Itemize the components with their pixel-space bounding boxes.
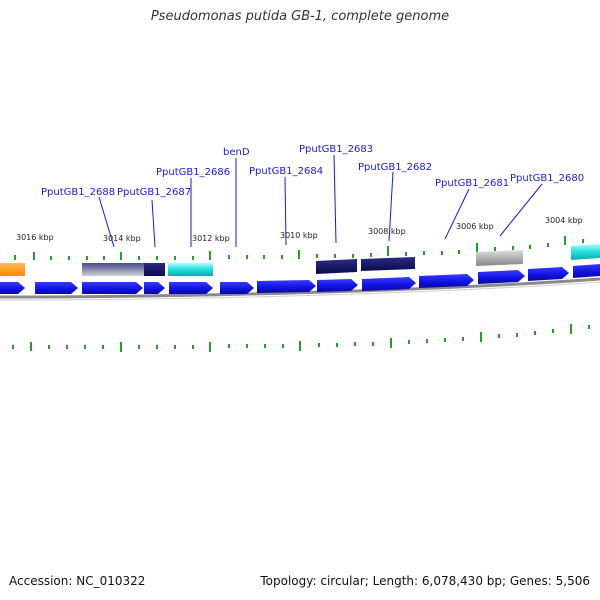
cds-arrow[interactable] xyxy=(528,267,569,281)
scale-label: 3012 kbp xyxy=(192,234,230,243)
scale-label: 3004 kbp xyxy=(545,216,583,225)
gene-feature[interactable] xyxy=(316,259,357,274)
gene-label-pputgb1-2680[interactable]: PputGB1_2680 xyxy=(510,173,584,184)
gene-label-bend[interactable]: benD xyxy=(223,147,250,158)
scale-label: 3008 kbp xyxy=(368,227,406,236)
gene-feature[interactable] xyxy=(476,250,523,266)
scale-label: 3016 kbp xyxy=(16,233,54,242)
gene-feature[interactable] xyxy=(168,263,213,276)
label-leaders xyxy=(98,154,543,248)
gene-feature[interactable] xyxy=(144,263,165,276)
feature-track-upper xyxy=(0,244,600,276)
genome-backbone xyxy=(0,277,600,299)
scale-label: 3010 kbp xyxy=(280,231,318,240)
gene-feature[interactable] xyxy=(361,257,415,271)
cds-arrow[interactable] xyxy=(257,280,316,293)
cds-arrow[interactable] xyxy=(144,282,165,294)
cds-arrow[interactable] xyxy=(573,264,600,278)
genome-summary-text: Topology: circular; Length: 6,078,430 bp… xyxy=(260,574,590,588)
gene-feature[interactable] xyxy=(0,263,25,276)
cds-arrow[interactable] xyxy=(362,277,416,291)
gene-feature[interactable] xyxy=(571,244,600,260)
map-title: Pseudomonas putida GB-1, complete genome xyxy=(150,9,450,24)
scale-label: 3006 kbp xyxy=(456,222,494,231)
cds-arrow[interactable] xyxy=(478,270,525,284)
cds-arrow[interactable] xyxy=(419,274,474,288)
cds-arrow[interactable] xyxy=(82,282,143,294)
cds-arrow[interactable] xyxy=(35,282,78,294)
cds-arrow[interactable] xyxy=(169,282,213,294)
gene-feature[interactable] xyxy=(82,263,144,276)
gene-label-pputgb1-2683[interactable]: PputGB1_2683 xyxy=(299,144,373,155)
gene-label-pputgb1-2686[interactable]: PputGB1_2686 xyxy=(156,167,230,178)
feature-track-lower xyxy=(0,264,600,294)
scale-ticks-lower xyxy=(12,324,590,352)
gene-label-pputgb1-2687[interactable]: PputGB1_2687 xyxy=(117,187,191,198)
scale-label: 3014 kbp xyxy=(103,234,141,243)
gene-label-pputgb1-2682[interactable]: PputGB1_2682 xyxy=(358,162,432,173)
scale-ticks-upper xyxy=(14,236,584,260)
gene-label-pputgb1-2688[interactable]: PputGB1_2688 xyxy=(41,187,115,198)
gene-label-pputgb1-2681[interactable]: PputGB1_2681 xyxy=(435,178,509,189)
accession-text: Accession: NC_010322 xyxy=(9,574,146,588)
cds-arrow[interactable] xyxy=(0,282,25,294)
cds-arrow[interactable] xyxy=(220,282,254,294)
cds-arrow[interactable] xyxy=(317,279,358,292)
gene-label-pputgb1-2684[interactable]: PputGB1_2684 xyxy=(249,166,323,177)
